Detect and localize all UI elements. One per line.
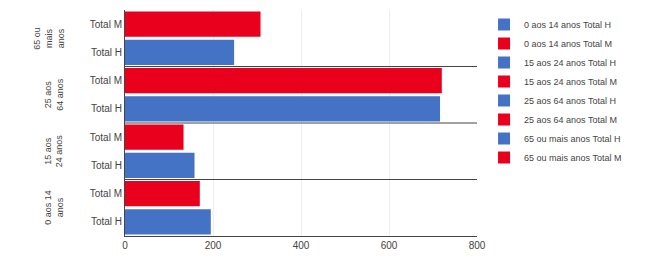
svg-text:Total H: Total H [91, 160, 122, 171]
svg-text:Total H: Total H [91, 103, 122, 114]
svg-text:Total M: Total M [90, 132, 122, 143]
svg-text:0 aos 14 anos Total H: 0 aos 14 anos Total H [524, 20, 611, 30]
svg-text:25 aos64 anos: 25 aos64 anos [43, 78, 65, 111]
svg-text:0 aos 14anos: 0 aos 14anos [43, 190, 65, 225]
svg-text:400: 400 [293, 240, 310, 251]
svg-text:65 ou mais anos Total M: 65 ou mais anos Total M [524, 153, 621, 163]
svg-text:Total H: Total H [91, 216, 122, 227]
svg-text:0 aos 14 anos Total M: 0 aos 14 anos Total M [524, 39, 612, 49]
svg-text:Total M: Total M [90, 75, 122, 86]
svg-text:200: 200 [205, 240, 222, 251]
svg-text:0: 0 [122, 240, 128, 251]
svg-text:800: 800 [469, 240, 486, 251]
svg-text:600: 600 [381, 240, 398, 251]
svg-text:15 aos 24 anos Total M: 15 aos 24 anos Total M [524, 77, 617, 87]
svg-text:25 aos 64 anos Total M: 25 aos 64 anos Total M [524, 115, 617, 125]
svg-text:65 oumaisanos: 65 oumaisanos [32, 27, 65, 50]
svg-text:Total M: Total M [90, 19, 122, 30]
svg-text:15 aos24 anos: 15 aos24 anos [43, 135, 65, 168]
svg-text:15 aos 24 anos Total H: 15 aos 24 anos Total H [524, 58, 616, 68]
svg-text:25 aos 64 anos Total H: 25 aos 64 anos Total H [524, 96, 616, 106]
svg-text:65 ou mais anos Total H: 65 ou mais anos Total H [524, 134, 620, 144]
svg-text:Total M: Total M [90, 188, 122, 199]
svg-text:Total H: Total H [91, 47, 122, 58]
